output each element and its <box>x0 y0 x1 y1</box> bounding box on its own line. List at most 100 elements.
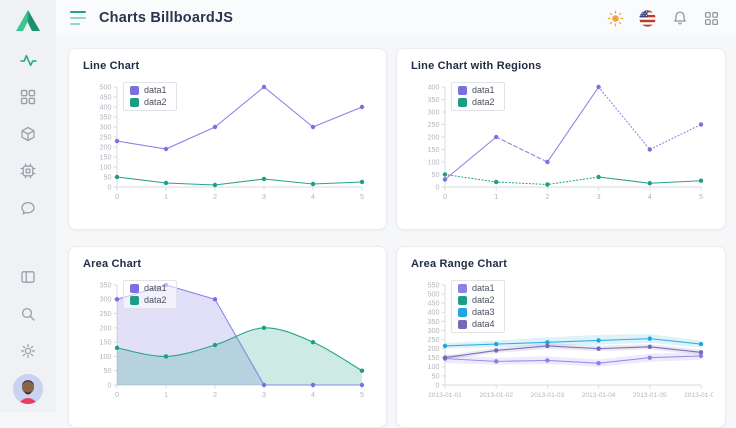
legend-item-data1[interactable]: data1 <box>130 284 167 293</box>
data-point-data3[interactable] <box>442 343 448 349</box>
x-tick-label: 4 <box>648 192 652 201</box>
data-point-data1[interactable] <box>545 159 550 165</box>
data-point-data1[interactable] <box>212 124 218 130</box>
data-point-data2[interactable] <box>261 176 267 182</box>
data-point-data2[interactable] <box>310 339 316 345</box>
data-point-data2[interactable] <box>163 354 169 359</box>
sidebar-item-packages[interactable] <box>12 118 44 150</box>
legend-label: data3 <box>472 307 495 317</box>
data-point-data4[interactable] <box>545 343 550 349</box>
y-tick-label: 100 <box>428 362 440 371</box>
brand-logo[interactable] <box>14 8 42 34</box>
apps-menu-button[interactable] <box>703 10 720 27</box>
legend-item-data3[interactable]: data3 <box>458 308 495 317</box>
data-point-data2[interactable] <box>359 368 365 373</box>
sidebar-item-dashboard[interactable] <box>12 81 44 113</box>
data-point-data2[interactable] <box>114 174 120 180</box>
x-tick-label: 5 <box>360 390 364 399</box>
legend-label: data2 <box>144 97 167 107</box>
x-tick-label: 3 <box>262 390 266 399</box>
language-selector-button[interactable] <box>639 9 656 27</box>
y-tick-label: 200 <box>100 323 112 332</box>
x-tick-label: 1 <box>494 192 498 201</box>
user-avatar[interactable] <box>13 374 43 404</box>
data-point-data1[interactable] <box>698 122 704 127</box>
data-point-data1[interactable] <box>596 84 601 90</box>
data-point-data2[interactable] <box>212 342 218 348</box>
data-point-data1[interactable] <box>163 146 169 152</box>
y-tick-label: 350 <box>100 280 112 289</box>
data-point-data1[interactable] <box>596 360 601 366</box>
data-point-data4[interactable] <box>442 355 448 360</box>
x-tick-label: 2013-01-06 <box>684 392 713 399</box>
y-tick-label: 0 <box>436 380 440 389</box>
data-point-data2[interactable] <box>596 174 601 180</box>
sidebar-item-search[interactable] <box>12 298 44 330</box>
header-actions <box>607 9 720 27</box>
data-point-data1[interactable] <box>359 104 365 110</box>
data-point-data1[interactable] <box>114 297 120 302</box>
data-point-data2[interactable] <box>212 182 218 188</box>
legend-item-data2[interactable]: data2 <box>130 98 167 107</box>
data-point-data1[interactable] <box>261 84 267 90</box>
legend-item-data2[interactable]: data2 <box>458 98 495 107</box>
data-point-data2[interactable] <box>163 180 169 186</box>
data-point-data1[interactable] <box>310 382 316 388</box>
notifications-button[interactable] <box>671 10 688 27</box>
theme-toggle-button[interactable] <box>607 10 624 27</box>
series-line-data1 <box>495 136 548 163</box>
legend-item-data4[interactable]: data4 <box>458 320 495 329</box>
data-point-data3[interactable] <box>698 341 704 347</box>
data-point-data1[interactable] <box>212 297 218 302</box>
data-point-data4[interactable] <box>698 350 704 355</box>
data-point-data2[interactable] <box>545 182 550 187</box>
data-point-data2[interactable] <box>359 179 365 185</box>
data-point-data2[interactable] <box>261 325 267 331</box>
data-point-data1[interactable] <box>261 382 267 388</box>
legend-item-data1[interactable]: data1 <box>458 284 495 293</box>
legend-item-data2[interactable]: data2 <box>458 296 495 305</box>
data-point-data2[interactable] <box>114 345 120 351</box>
data-point-data1[interactable] <box>359 382 365 388</box>
y-tick-label: 300 <box>428 107 440 116</box>
legend-item-data1[interactable]: data1 <box>130 86 167 95</box>
y-tick-label: 250 <box>100 309 112 318</box>
legend-item-data1[interactable]: data1 <box>458 86 495 95</box>
sidebar-item-layout[interactable] <box>12 261 44 293</box>
x-tick-label: 2013-01-02 <box>479 392 513 399</box>
sidebar-item-charts[interactable] <box>12 44 44 76</box>
y-tick-label: 350 <box>428 317 440 326</box>
data-point-data2[interactable] <box>494 179 499 185</box>
data-point-data3[interactable] <box>494 341 499 347</box>
data-point-data1[interactable] <box>698 353 704 359</box>
data-point-data3[interactable] <box>545 340 550 345</box>
data-point-data2[interactable] <box>442 172 448 177</box>
data-point-data1[interactable] <box>114 138 120 144</box>
sidebar-item-components[interactable] <box>12 155 44 187</box>
data-point-data4[interactable] <box>647 344 652 350</box>
data-point-data1[interactable] <box>494 134 499 140</box>
data-point-data3[interactable] <box>596 338 601 343</box>
y-tick-label: 200 <box>100 142 112 151</box>
data-point-data1[interactable] <box>310 124 316 130</box>
data-point-data4[interactable] <box>596 346 601 351</box>
data-point-data1[interactable] <box>442 177 448 182</box>
sidebar-item-settings[interactable] <box>12 335 44 367</box>
data-point-data4[interactable] <box>494 348 499 353</box>
y-tick-label: 50 <box>432 371 440 380</box>
data-point-data1[interactable] <box>545 358 550 363</box>
layout-icon <box>21 271 35 283</box>
data-point-data2[interactable] <box>698 178 704 183</box>
legend-swatch <box>458 284 467 293</box>
data-point-data2[interactable] <box>647 181 652 186</box>
menu-hamburger-icon[interactable] <box>70 11 88 25</box>
data-point-data1[interactable] <box>647 355 652 360</box>
legend-item-data2[interactable]: data2 <box>130 296 167 305</box>
y-tick-label: 450 <box>100 92 112 101</box>
data-point-data1[interactable] <box>647 147 652 152</box>
data-point-data1[interactable] <box>494 359 499 364</box>
sidebar-item-chat[interactable] <box>12 192 44 224</box>
data-point-data2[interactable] <box>310 181 316 187</box>
data-point-data3[interactable] <box>647 336 652 341</box>
panel-area-chart: Area Chart 0 50 100 150 200 250 300 350 0 1 2 3 4 5 d… <box>68 246 387 428</box>
